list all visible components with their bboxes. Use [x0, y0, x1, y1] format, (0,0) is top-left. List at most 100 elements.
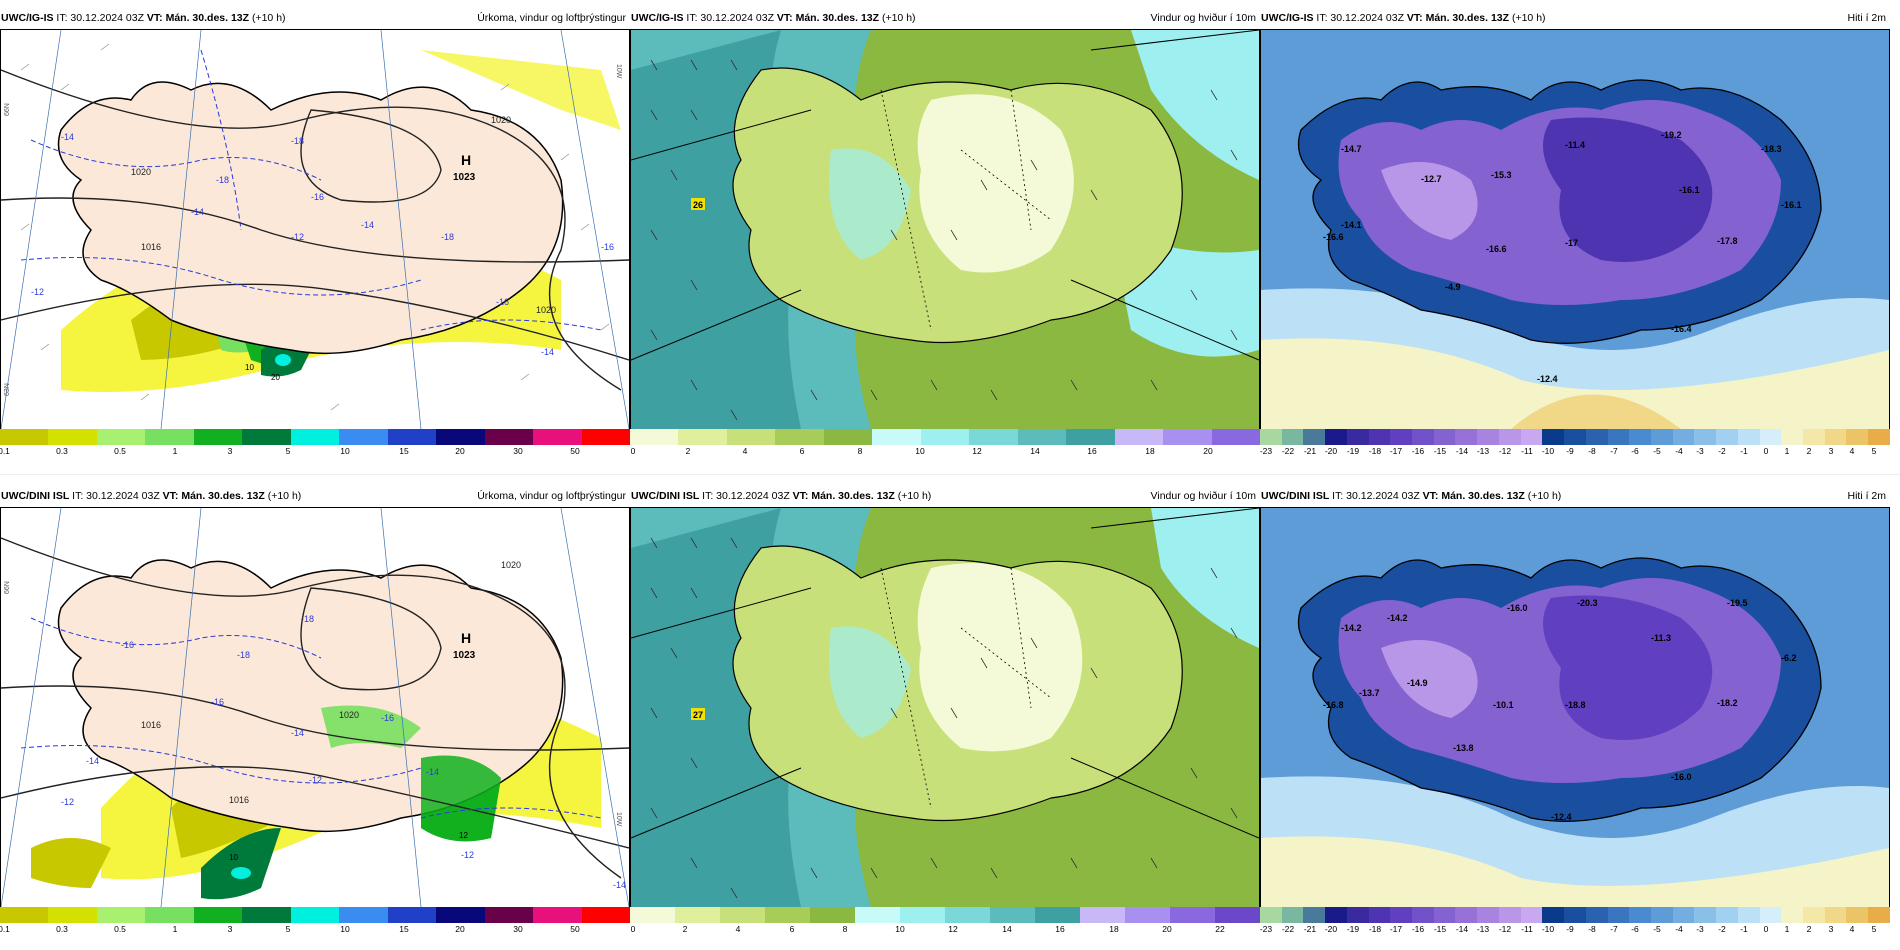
tick-label: 20 — [1162, 924, 1172, 934]
gust-marker — [691, 708, 705, 720]
panel-temp-1: UWC/IG-IS IT: 30.12.2024 03Z VT: Mán. 30… — [1260, 8, 1890, 468]
valid-time: Mán. 30.des. 13Z — [1425, 12, 1510, 24]
tick-label: 0 — [1763, 924, 1769, 934]
colorbar-swatch — [1303, 429, 1326, 445]
colorbar-swatch — [1737, 907, 1760, 923]
tick-label: -2 — [1718, 446, 1726, 456]
panel-title: Úrkoma, vindur og loftþrýstingur — [477, 490, 626, 502]
tick-label: 3 — [1828, 924, 1834, 934]
tick-label: -11 — [1521, 446, 1533, 456]
tick-label: 1 — [1784, 924, 1790, 934]
colorbar-swatch — [1303, 907, 1326, 923]
temp-value: -20.3 — [1577, 598, 1598, 608]
colorbar-swatch — [436, 907, 485, 923]
tick-label: -6 — [1631, 446, 1639, 456]
panel-title: Vindur og hviður í 10m — [1150, 12, 1256, 24]
tick-label: 10 — [340, 924, 350, 934]
colorbar-swatch — [678, 429, 727, 445]
tick-label: 1 — [172, 924, 178, 934]
tick-label: -23 — [1259, 446, 1273, 456]
tick-label: 14 — [1030, 446, 1040, 456]
colorbar-swatch — [339, 429, 388, 445]
temp-value: -16.1 — [1781, 200, 1802, 210]
colorbar-swatch — [533, 429, 582, 445]
colorbar-swatch — [145, 907, 194, 923]
tick-label: -5 — [1653, 924, 1661, 934]
colorbar-swatch — [242, 907, 291, 923]
lead-time: (+10 h) — [251, 12, 286, 24]
temp-value: -12.4 — [1537, 374, 1558, 384]
colorbar-swatch — [1585, 429, 1608, 445]
wind-map-svg: 27 — [631, 508, 1259, 907]
colorbar-swatch — [1390, 907, 1413, 923]
colorbar-swatch — [1824, 429, 1847, 445]
tick-label: 3 — [227, 924, 233, 934]
isobar-label: 1020 — [536, 305, 556, 315]
colorbar-swatch — [1868, 907, 1890, 923]
colorbar-swatch — [1846, 429, 1869, 445]
valid-time: Mán. 30.des. 13Z — [795, 12, 880, 24]
model-name: UWC/DINI ISL — [1, 490, 70, 502]
colorbar-swatch — [900, 907, 945, 923]
temp-value: -16.6 — [1323, 232, 1344, 242]
isobar-label: 1020 — [131, 167, 151, 177]
temp-colorbar — [1260, 907, 1890, 923]
tick-label: -21 — [1303, 446, 1317, 456]
tick-label: 8 — [857, 446, 863, 456]
tick-label: 2 — [685, 446, 691, 456]
colorbar-swatch — [1824, 907, 1847, 923]
tick-label: 0 — [1763, 446, 1769, 456]
model-name: UWC/IG-IS — [1, 12, 54, 24]
model-name: UWC/DINI ISL — [631, 490, 700, 502]
tick-label: 22 — [1215, 924, 1225, 934]
tick-label: 4 — [735, 924, 741, 934]
colorbar-swatch — [290, 907, 340, 923]
colorbar-swatch — [145, 429, 194, 445]
colorbar-swatch — [720, 907, 765, 923]
colorbar-swatch — [1781, 429, 1803, 445]
tick-label: -17 — [1389, 924, 1403, 934]
tick-label: 4 — [1849, 924, 1855, 934]
temp-label: -16 — [381, 713, 394, 723]
precip-map: H 1023 1020 1020 1016 1020 -18 -18 -16 -… — [0, 29, 630, 430]
tick-label: 4 — [1849, 446, 1855, 456]
temp-value: -16.4 — [1671, 324, 1692, 334]
init-time: IT: 30.12.2024 03Z — [686, 12, 774, 24]
tick-label: -16 — [1411, 446, 1425, 456]
tick-label: 0.3 — [56, 446, 68, 456]
tick-label: -7 — [1610, 446, 1618, 456]
temp-label: -12 — [291, 232, 304, 242]
lat-label: 66N — [4, 103, 11, 116]
tick-label: 5 — [1871, 446, 1877, 456]
colorbar-swatch — [1412, 429, 1434, 445]
temp-value: -10.1 — [1493, 700, 1514, 710]
tick-label: 5 — [285, 924, 291, 934]
tick-label: -8 — [1588, 924, 1596, 934]
tick-label: -1 — [1740, 446, 1748, 456]
panel-wind-2: UWC/DINI ISL IT: 30.12.2024 03Z VT: Mán.… — [630, 486, 1260, 946]
temp-label: -12 — [461, 850, 474, 860]
colorbar-swatch — [1017, 429, 1067, 445]
temp-value: -13.8 — [1453, 743, 1474, 753]
wind-colorbar — [630, 429, 1261, 445]
isobar-label: 1020 — [501, 560, 521, 570]
colorbar-swatch — [1520, 429, 1543, 445]
temp-value: -6.2 — [1781, 653, 1797, 663]
temp-value: -12.4 — [1551, 812, 1572, 822]
colorbar-swatch — [1542, 907, 1565, 923]
colorbar-swatch — [1215, 907, 1260, 923]
tick-label: -4 — [1675, 446, 1683, 456]
tick-label: -12 — [1498, 446, 1512, 456]
colorbar-swatch — [1607, 907, 1630, 923]
colorbar-swatch — [1412, 907, 1434, 923]
colorbar-swatch — [1498, 907, 1521, 923]
tick-label: 16 — [1055, 924, 1065, 934]
wind-map: 27 — [630, 507, 1260, 908]
row-divider — [0, 474, 1900, 475]
colorbar-swatch — [1125, 907, 1170, 923]
lead-time: (+10 h) — [897, 490, 932, 502]
colorbar-swatch — [581, 907, 631, 923]
valid-time: Mán. 30.des. 13Z — [811, 490, 895, 502]
colorbar-swatch — [765, 907, 810, 923]
precip-map-svg: H 1023 1020 1016 1016 1020 -18 -18 -16 -… — [1, 508, 629, 907]
